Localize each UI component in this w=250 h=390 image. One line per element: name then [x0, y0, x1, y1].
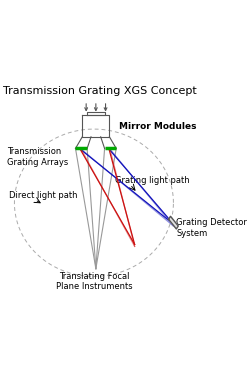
Text: Mirror Modules: Mirror Modules [119, 122, 197, 131]
Text: Direct light path: Direct light path [8, 191, 77, 200]
Text: Grating Detector
System: Grating Detector System [176, 218, 247, 238]
Text: Translating Focal
Plane Instruments: Translating Focal Plane Instruments [56, 271, 132, 291]
Text: Grating light path: Grating light path [115, 176, 190, 185]
Polygon shape [168, 216, 178, 229]
Title: Transmission Grating XGS Concept: Transmission Grating XGS Concept [3, 86, 196, 96]
Text: Transmission
Grating Arrays: Transmission Grating Arrays [7, 147, 68, 167]
